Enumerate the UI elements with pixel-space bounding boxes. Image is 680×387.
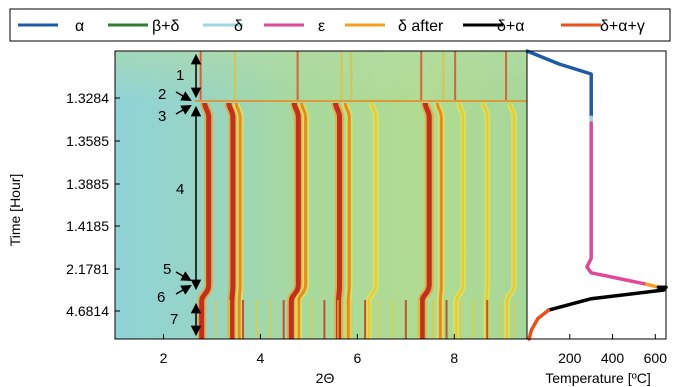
- heatmap-y-ticks: 1.3284 1.3585 1.3885 1.4185 2.1781 4.6814: [66, 90, 120, 319]
- phase-number: 7: [170, 311, 178, 328]
- diffraction-peak: [199, 102, 212, 339]
- diffraction-peak: [482, 102, 489, 339]
- phase-number: 5: [163, 261, 171, 278]
- diffraction-peak: [419, 102, 432, 339]
- heatmap-panel: 2 4 6 8 1.3284 1.3585 1.3885 1.4185 2.1781 4.681…: [7, 50, 528, 386]
- y-tick-label: 4.6814: [66, 303, 109, 319]
- x-tick-label: 6: [353, 350, 361, 366]
- phase-number: 2: [158, 86, 166, 103]
- temperature-series-line: [546, 285, 668, 312]
- legend-label: δ: [234, 18, 243, 35]
- x-tick-label: 600: [644, 350, 668, 366]
- y-tick-label: 1.4185: [66, 218, 109, 234]
- temperature-series: [525, 49, 668, 341]
- x-tick-label: 4: [257, 350, 265, 366]
- legend: α β+δ δ ε δ after δ+α δ+α+γ: [9, 8, 671, 42]
- temperature-series-line: [527, 308, 551, 341]
- diffraction-peak: [333, 102, 343, 339]
- y-tick-label: 1.3284: [66, 90, 109, 106]
- legend-label: δ+α: [497, 18, 525, 35]
- phase-number: 4: [176, 181, 184, 198]
- temperature-x-axis-title: Temperature [ºC]: [545, 370, 651, 386]
- temperature-series-line: [525, 49, 593, 119]
- legend-label: α: [75, 18, 84, 35]
- y-tick-label: 1.3585: [66, 133, 109, 149]
- diffraction-peak: [435, 102, 443, 339]
- heatmap-x-axis-title: 2Θ: [316, 370, 335, 386]
- legend-label: ε: [318, 18, 325, 35]
- phase-number: 3: [158, 108, 166, 125]
- temperature-series-line: [585, 121, 649, 287]
- temperature-panel: 200 400 600 Temperature [ºC]: [525, 49, 668, 386]
- legend-label: δ after: [398, 18, 444, 35]
- diffraction-peak: [367, 102, 377, 339]
- heatmap-y-axis-title: Time [Hour]: [7, 174, 23, 247]
- temperature-frame: [526, 50, 667, 340]
- phase-number: 1: [176, 67, 184, 84]
- temperature-series-line: [645, 282, 661, 289]
- x-tick-label: 8: [450, 350, 458, 366]
- x-tick-label: 200: [558, 350, 582, 366]
- legend-label: δ+α+γ: [600, 18, 645, 35]
- diffraction-peak: [297, 102, 308, 339]
- phase-pointer-arrow: [175, 271, 192, 282]
- diffraction-peak: [455, 102, 465, 339]
- diffraction-peak: [226, 102, 236, 339]
- diffraction-peak: [288, 102, 301, 339]
- y-tick-label: 2.1781: [66, 261, 109, 277]
- diffraction-peak: [506, 102, 516, 339]
- phase-number: 6: [157, 289, 165, 306]
- y-tick-label: 1.3885: [66, 176, 109, 192]
- diffraction-peak: [343, 102, 351, 339]
- x-tick-label: 2: [160, 350, 168, 366]
- heatmap-x-ticks: 2 4 6 8: [160, 334, 458, 366]
- diffraction-peak: [234, 102, 242, 339]
- x-tick-label: 400: [601, 350, 625, 366]
- phase-markers: 12 3 4 5 67: [157, 53, 202, 337]
- phase-pointer-arrow: [175, 91, 192, 102]
- phase-pointer-arrow: [175, 284, 192, 295]
- legend-label: β+δ: [152, 18, 180, 35]
- phase-pointer-arrow: [175, 104, 192, 115]
- temperature-x-ticks: 200 400 600: [558, 334, 667, 366]
